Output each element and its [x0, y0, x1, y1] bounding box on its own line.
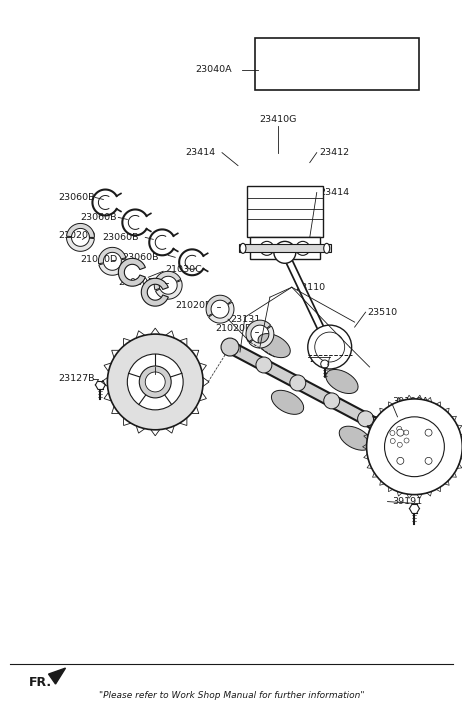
Polygon shape [99, 259, 126, 276]
Text: FR.: FR. [29, 675, 52, 688]
Bar [255, 38, 419, 90]
Circle shape [127, 354, 183, 410]
Circle shape [397, 442, 402, 447]
Circle shape [404, 438, 409, 443]
Polygon shape [209, 302, 234, 323]
Polygon shape [67, 223, 94, 238]
Polygon shape [156, 281, 182, 300]
Text: 23510: 23510 [368, 308, 398, 317]
Ellipse shape [274, 241, 296, 263]
Ellipse shape [339, 426, 371, 450]
Bar [247, 185, 323, 238]
Bar [250, 238, 320, 260]
Ellipse shape [296, 241, 310, 255]
Polygon shape [119, 258, 145, 286]
Text: 23410G: 23410G [259, 116, 296, 124]
Text: 39190A: 39190A [393, 398, 429, 406]
Text: 23124B: 23124B [119, 374, 155, 383]
Ellipse shape [290, 375, 306, 391]
Text: 21030C: 21030C [165, 265, 202, 274]
Text: 23513: 23513 [310, 355, 340, 364]
Circle shape [315, 332, 344, 362]
Circle shape [139, 366, 171, 398]
Text: "Please refer to Work Shop Manual for further information": "Please refer to Work Shop Manual for fu… [99, 691, 364, 701]
Circle shape [397, 457, 404, 465]
Text: 21020D: 21020D [81, 254, 118, 264]
Polygon shape [246, 320, 270, 342]
Text: 23414: 23414 [185, 148, 215, 157]
Polygon shape [49, 668, 65, 684]
Circle shape [425, 429, 432, 436]
Text: 23060B: 23060B [81, 213, 117, 222]
Circle shape [367, 399, 463, 494]
Ellipse shape [271, 390, 304, 414]
Text: 23127B: 23127B [58, 374, 95, 383]
Ellipse shape [357, 411, 374, 427]
Circle shape [397, 426, 402, 431]
Circle shape [107, 334, 203, 430]
Ellipse shape [240, 244, 246, 253]
Circle shape [390, 430, 395, 435]
Text: 23131: 23131 [230, 315, 260, 324]
Ellipse shape [326, 369, 358, 393]
Text: 23412: 23412 [320, 148, 350, 157]
Text: 23414: 23414 [320, 188, 350, 197]
Circle shape [404, 430, 409, 435]
Circle shape [385, 417, 444, 477]
Polygon shape [206, 295, 232, 316]
Circle shape [397, 429, 404, 436]
Circle shape [308, 325, 351, 369]
Polygon shape [154, 271, 181, 290]
Text: 39191: 39191 [393, 497, 423, 506]
Polygon shape [249, 326, 274, 348]
Circle shape [145, 372, 165, 392]
Text: 23060B: 23060B [122, 253, 159, 262]
Ellipse shape [221, 338, 239, 356]
Ellipse shape [324, 244, 330, 253]
Text: 21020D: 21020D [215, 324, 252, 333]
Polygon shape [99, 247, 126, 264]
Text: 21020D: 21020D [175, 301, 213, 310]
Text: 23040A: 23040A [195, 65, 232, 74]
Circle shape [390, 438, 395, 443]
Circle shape [321, 360, 329, 368]
Text: 21020D: 21020D [119, 278, 156, 286]
Ellipse shape [388, 422, 412, 451]
Text: 23060B: 23060B [102, 233, 139, 242]
Polygon shape [141, 278, 169, 306]
Ellipse shape [256, 357, 272, 373]
Ellipse shape [260, 241, 274, 255]
Polygon shape [67, 238, 94, 252]
Bar [239, 244, 331, 252]
Text: 21020D: 21020D [58, 231, 96, 240]
Text: 23060B: 23060B [58, 193, 95, 202]
Circle shape [425, 457, 432, 465]
Text: 23110: 23110 [295, 283, 325, 292]
Ellipse shape [258, 334, 290, 358]
Ellipse shape [324, 393, 340, 409]
